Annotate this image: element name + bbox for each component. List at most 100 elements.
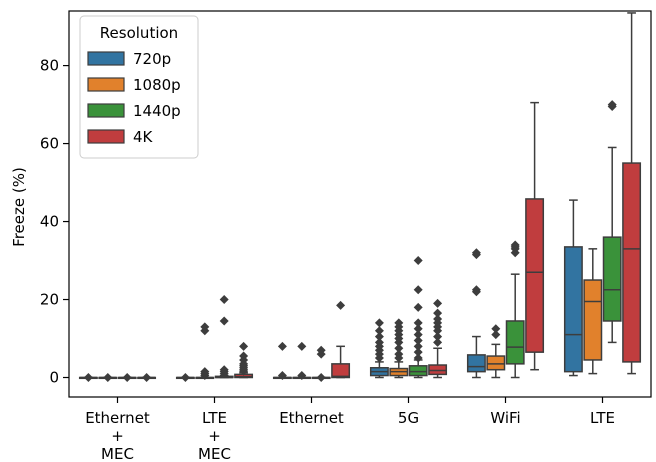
y-tick-label: 40 bbox=[40, 213, 59, 231]
y-axis: 0 20 40 60 80 bbox=[40, 57, 69, 387]
outlier-point bbox=[200, 322, 210, 332]
box-iqr bbox=[602, 236, 622, 322]
outlier-point bbox=[142, 373, 152, 383]
outlier-point bbox=[433, 337, 443, 347]
box-4K bbox=[525, 101, 545, 371]
outlier-point bbox=[413, 256, 423, 266]
outlier-point bbox=[277, 341, 287, 351]
outlier-point bbox=[413, 347, 423, 357]
outlier-point bbox=[297, 371, 307, 381]
outlier-point bbox=[374, 337, 384, 347]
x-tick-label: Ethernet bbox=[279, 409, 344, 427]
outlier-point bbox=[413, 324, 423, 334]
box-iqr bbox=[525, 198, 545, 353]
box-720p bbox=[466, 248, 486, 379]
outlier-point bbox=[471, 248, 481, 258]
x-tick-label: WiFi bbox=[490, 409, 520, 427]
box-720p bbox=[78, 373, 98, 383]
outlier-point bbox=[491, 324, 501, 334]
box-1080p bbox=[292, 341, 312, 381]
box-1440p bbox=[214, 295, 234, 379]
box-iqr bbox=[466, 354, 486, 373]
outlier-point bbox=[374, 326, 384, 336]
outlier-point bbox=[433, 314, 443, 324]
box-4K bbox=[622, 12, 642, 375]
x-tick-label: LTE bbox=[202, 409, 227, 427]
outlier-point bbox=[394, 349, 404, 359]
outlier-point bbox=[374, 318, 384, 328]
box-iqr bbox=[428, 364, 448, 376]
box-iqr bbox=[331, 363, 351, 379]
box-iqr bbox=[408, 365, 428, 377]
box-iqr bbox=[622, 162, 642, 363]
box-1440p bbox=[408, 256, 428, 379]
x-tick-label: + bbox=[208, 427, 221, 445]
y-tick-label: 80 bbox=[40, 57, 59, 75]
outlier-point bbox=[83, 373, 93, 383]
outlier-point bbox=[413, 330, 423, 340]
outlier-point bbox=[336, 300, 346, 310]
y-tick-label: 0 bbox=[49, 369, 59, 387]
legend-swatch-1440p bbox=[87, 103, 125, 118]
legend-label-720p: 720p bbox=[133, 50, 171, 68]
outlier-point bbox=[413, 335, 423, 345]
outlier-point bbox=[413, 318, 423, 328]
box-1440p bbox=[117, 373, 137, 383]
box-4K bbox=[137, 373, 157, 383]
outlier-point bbox=[219, 295, 229, 305]
plot-area bbox=[78, 12, 642, 383]
outlier-point bbox=[394, 343, 404, 353]
outlier-point bbox=[413, 302, 423, 312]
box-720p bbox=[563, 199, 583, 377]
outlier-point bbox=[471, 285, 481, 295]
outlier-point bbox=[122, 373, 132, 383]
outlier-point bbox=[316, 345, 326, 355]
box-720p bbox=[175, 373, 195, 383]
legend: Resolution 720p 1080p 1440p 4K bbox=[79, 15, 199, 159]
outlier-point bbox=[413, 353, 423, 363]
legend-label-1080p: 1080p bbox=[133, 76, 181, 94]
y-tick-label: 20 bbox=[40, 291, 59, 309]
outlier-point bbox=[510, 240, 520, 250]
box-1080p bbox=[389, 318, 409, 379]
outlier-point bbox=[433, 332, 443, 342]
outlier-point bbox=[316, 373, 326, 383]
outlier-point bbox=[219, 365, 229, 375]
y-tick-label: 60 bbox=[40, 135, 59, 153]
outlier-point bbox=[607, 100, 617, 110]
box-1080p bbox=[98, 373, 118, 383]
outlier-point bbox=[413, 341, 423, 351]
outlier-point bbox=[219, 316, 229, 326]
legend-swatch-4K bbox=[87, 129, 125, 144]
axes-frame bbox=[68, 10, 652, 398]
outlier-point bbox=[433, 298, 443, 308]
box-4K bbox=[234, 341, 254, 379]
outlier-point bbox=[374, 332, 384, 342]
outlier-point bbox=[413, 285, 423, 295]
box-1080p bbox=[486, 324, 506, 379]
x-tick-label: + bbox=[111, 427, 124, 445]
box-720p bbox=[369, 318, 389, 379]
outlier-point bbox=[433, 308, 443, 318]
box-1440p bbox=[602, 100, 622, 344]
x-tick-label: MEC bbox=[198, 445, 231, 462]
box-1440p bbox=[311, 345, 331, 383]
legend-label-4K: 4K bbox=[133, 128, 154, 146]
x-tick-label: 5G bbox=[398, 409, 419, 427]
box-1440p bbox=[505, 240, 525, 379]
outlier-point bbox=[394, 318, 404, 328]
outlier-point bbox=[297, 341, 307, 351]
outlier-point bbox=[277, 371, 287, 381]
outlier-point bbox=[103, 373, 113, 383]
legend-items: 720p 1080p 1440p 4K bbox=[87, 50, 181, 146]
x-tick-label: MEC bbox=[101, 445, 134, 462]
box-iqr bbox=[505, 320, 525, 365]
box-4K bbox=[428, 298, 448, 379]
outlier-point bbox=[491, 330, 501, 340]
box-1080p bbox=[583, 248, 603, 375]
box-4K bbox=[331, 300, 351, 379]
y-axis-label: Freeze (%) bbox=[10, 167, 28, 247]
legend-swatch-1080p bbox=[87, 77, 125, 92]
outlier-point bbox=[200, 367, 210, 377]
